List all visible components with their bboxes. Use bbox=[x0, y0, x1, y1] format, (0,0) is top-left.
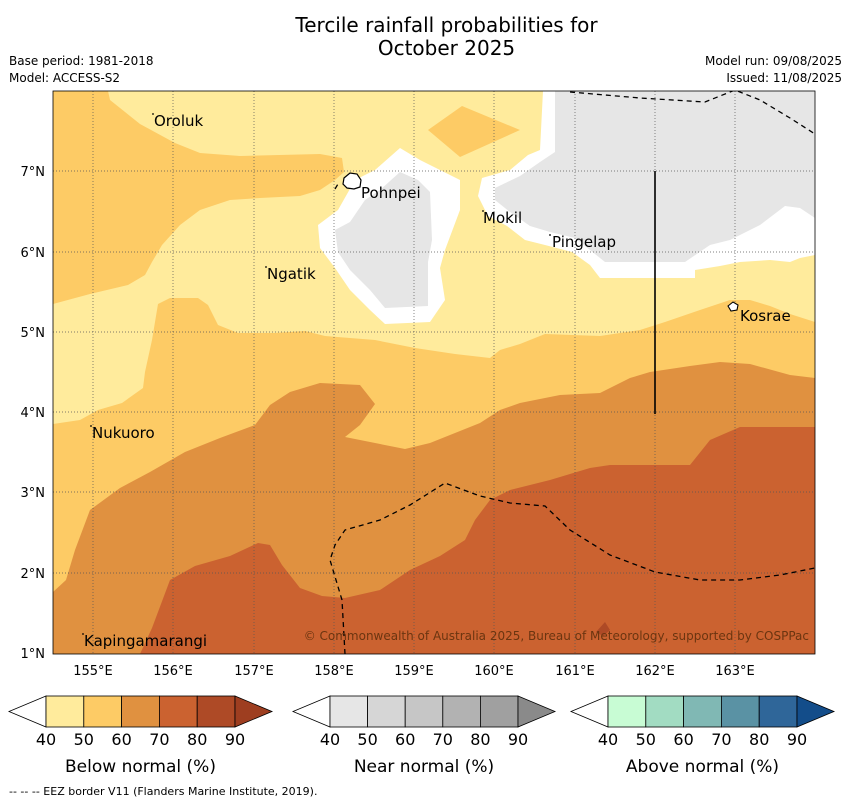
colorbar-tick-label: 80 bbox=[187, 730, 207, 749]
place-label-pingelap: Pingelap bbox=[552, 233, 616, 251]
model-name: Model: ACCESS-S2 bbox=[9, 71, 121, 85]
colorbar-title: Below normal (%) bbox=[65, 757, 216, 777]
colorbar-swatch bbox=[758, 695, 798, 728]
lon-label-156e: 156°E bbox=[153, 664, 193, 679]
graticule bbox=[53, 91, 815, 654]
colorbar-tick-label: 70 bbox=[149, 730, 169, 749]
colorbar-near: 40 50 60 70 80 90 Near normal (%) bbox=[291, 695, 557, 777]
colorbar-title: Above normal (%) bbox=[626, 757, 779, 777]
colorbar-tick-label: 80 bbox=[749, 730, 769, 749]
kosrae-island-icon bbox=[727, 301, 739, 312]
colorbar-above: 40 50 60 70 80 90 Above normal (%) bbox=[569, 695, 836, 777]
title-line-2: October 2025 bbox=[377, 36, 516, 60]
title-line-1: Tercile rainfall probabilities for bbox=[295, 13, 598, 37]
colorbars: 40 50 60 70 80 90 Below normal (%) 40 50 60 70 80 90… bbox=[7, 695, 836, 777]
place-label-pohnpei: Pohnpei bbox=[361, 184, 421, 202]
meta-left: Base period: 1981-2018 Model: ACCESS-S2 bbox=[9, 53, 154, 87]
colorbar-swatch bbox=[721, 695, 760, 728]
colorbar-swatch bbox=[45, 695, 85, 728]
place-label-nukuoro: Nukuoro bbox=[92, 424, 155, 442]
eez-borders bbox=[329, 91, 815, 654]
lon-label-159e: 159°E bbox=[394, 664, 434, 679]
colorbar-swatch bbox=[404, 695, 444, 728]
colorbar-swatch bbox=[83, 695, 123, 728]
lon-label-160e: 160°E bbox=[474, 664, 514, 679]
base-period: Base period: 1981-2018 bbox=[9, 54, 154, 68]
colorbar-swatch bbox=[196, 695, 236, 728]
below-normal-50-60-zone-patch bbox=[428, 106, 520, 157]
colorbar-tick-label: 40 bbox=[598, 730, 618, 749]
lon-label-163e: 163°E bbox=[715, 664, 755, 679]
below-normal-70-80-zone bbox=[140, 427, 815, 654]
map-frame bbox=[52, 90, 816, 655]
colorbar-under-triangle bbox=[7, 695, 47, 728]
lon-label-157e: 157°E bbox=[234, 664, 274, 679]
lon-label-161e: 161°E bbox=[555, 664, 595, 679]
colorbar-tick-label: 90 bbox=[508, 730, 528, 749]
issued-date: Issued: 11/08/2025 bbox=[726, 71, 842, 85]
colorbar-tick-label: 50 bbox=[636, 730, 656, 749]
colorbar-tick-label: 50 bbox=[357, 730, 377, 749]
colorbar-swatch bbox=[367, 695, 406, 728]
colorbar-under-triangle bbox=[291, 695, 331, 728]
eez-legend: -- -- -- EEZ border V11 (Flanders Marine… bbox=[9, 785, 318, 798]
colorbar-over-triangle bbox=[517, 695, 557, 728]
lat-label-5n: 5°N bbox=[21, 326, 46, 341]
below-normal-80-90-patch bbox=[596, 622, 610, 636]
place-label-ngatik: Ngatik bbox=[267, 265, 316, 283]
colorbar-tick-label: 80 bbox=[470, 730, 490, 749]
colorbar-tick-label: 40 bbox=[36, 730, 56, 749]
colorbar-title: Near normal (%) bbox=[354, 757, 494, 777]
place-label-kosrae: Kosrae bbox=[740, 307, 791, 325]
colorbar-swatch bbox=[645, 695, 684, 728]
lon-label-162e: 162°E bbox=[635, 664, 675, 679]
colorbar-below: 40 50 60 70 80 90 Below normal (%) bbox=[7, 695, 274, 777]
lon-label-155e: 155°E bbox=[73, 664, 113, 679]
colorbar-over-triangle bbox=[796, 695, 836, 728]
lat-label-2n: 2°N bbox=[21, 567, 46, 582]
lat-label-6n: 6°N bbox=[21, 246, 46, 261]
colorbar-swatch bbox=[683, 695, 722, 728]
colorbar-swatch bbox=[442, 695, 481, 728]
model-run: Model run: 09/08/2025 bbox=[704, 54, 842, 68]
copyright-notice: © Commonwealth of Australia 2025, Bureau… bbox=[304, 629, 809, 643]
colorbar-tick-label: 70 bbox=[711, 730, 731, 749]
colorbar-tick-label: 40 bbox=[320, 730, 340, 749]
colorbar-tick-label: 70 bbox=[433, 730, 453, 749]
pohnpei-island-icon bbox=[342, 172, 362, 190]
colorbar-swatch bbox=[329, 695, 368, 728]
colorbar-tick-label: 90 bbox=[787, 730, 807, 749]
colorbar-under-triangle bbox=[569, 695, 609, 728]
lon-label-158e: 158°E bbox=[314, 664, 354, 679]
colorbar-tick-label: 60 bbox=[673, 730, 693, 749]
place-label-mokil: Mokil bbox=[483, 209, 522, 227]
colorbar-tick-label: 60 bbox=[111, 730, 131, 749]
colorbar-swatch bbox=[607, 695, 647, 728]
place-label-kapingamarangi: Kapingamarangi bbox=[84, 632, 207, 650]
colorbar-swatch bbox=[121, 695, 160, 728]
colorbar-over-triangle bbox=[234, 695, 274, 728]
below-normal-50-60-zone-north-west bbox=[53, 91, 344, 304]
near-normal-40-50-zone-central bbox=[335, 172, 432, 308]
lat-label-7n: 7°N bbox=[21, 165, 46, 180]
lat-label-1n: 1°N bbox=[21, 647, 46, 662]
colorbar-tick-label: 90 bbox=[225, 730, 245, 749]
colorbar-swatch bbox=[158, 695, 198, 728]
meta-right: Model run: 09/08/2025 Issued: 11/08/2025 bbox=[705, 53, 842, 87]
lat-label-3n: 3°N bbox=[21, 486, 46, 501]
colorbar-tick-label: 60 bbox=[395, 730, 415, 749]
lat-label-4n: 4°N bbox=[21, 406, 46, 421]
colorbar-tick-label: 50 bbox=[74, 730, 94, 749]
place-label-oroluk: Oroluk bbox=[154, 112, 203, 130]
colorbar-swatch bbox=[479, 695, 519, 728]
map-title: Tercile rainfall probabilities for Octob… bbox=[0, 14, 850, 60]
place-markers bbox=[82, 113, 551, 635]
probability-fields bbox=[53, 91, 815, 654]
